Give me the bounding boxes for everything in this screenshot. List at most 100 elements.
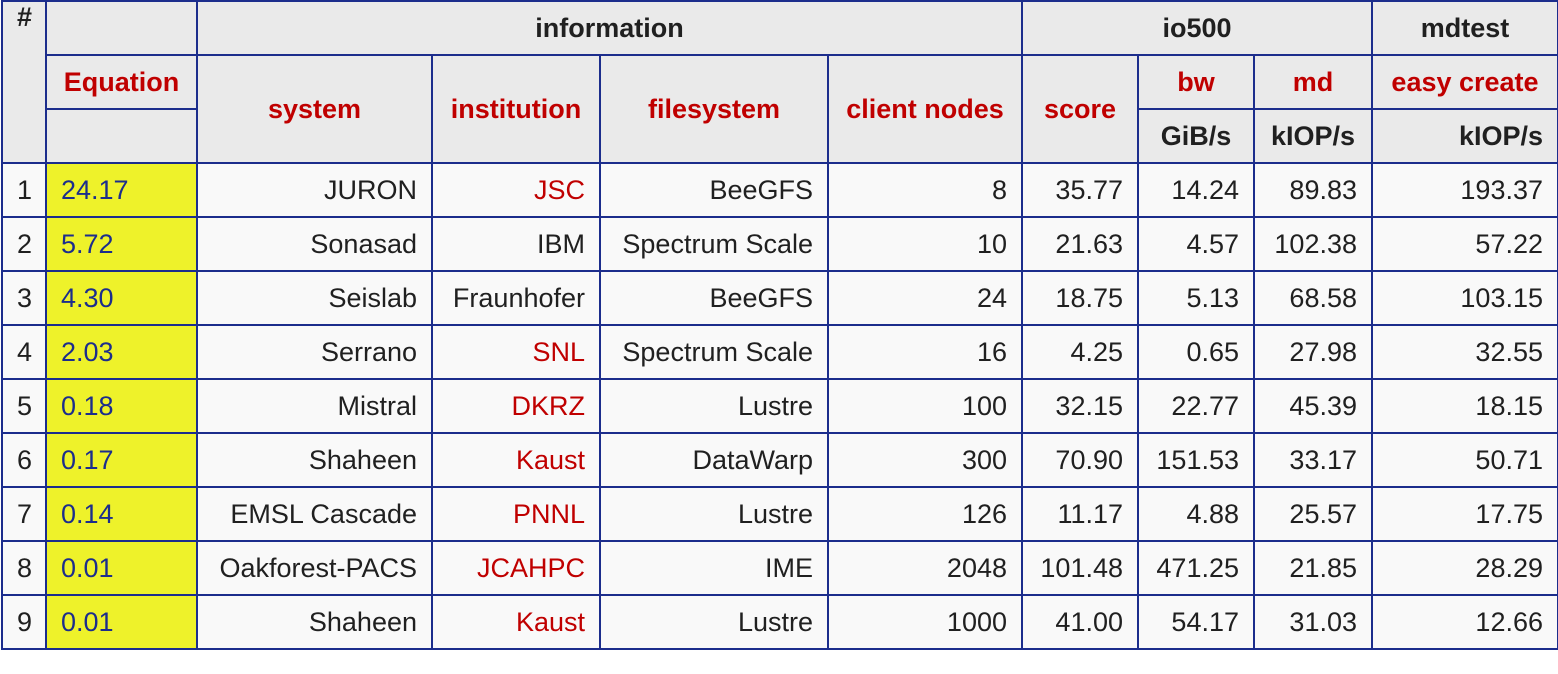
system-cell: Oakforest-PACS [196,540,433,596]
client-nodes-cell: 16 [827,324,1023,380]
column-header-system[interactable]: system [196,54,433,164]
table-row: 6 0.17 Shaheen Kaust DataWarp 300 70.90 151.53 3… [1,432,1558,488]
equation-cell: 0.18 [45,378,198,434]
bw-cell: 4.88 [1137,486,1255,542]
table-header: # information io500 mdtest Equation syst… [1,0,1558,164]
score-cell: 21.63 [1021,216,1139,272]
easy-create-cell: 12.66 [1371,594,1558,650]
column-header-easy-create[interactable]: easy create [1371,54,1558,110]
client-nodes-cell: 300 [827,432,1023,488]
table-row: 4 2.03 Serrano SNL Spectrum Scale 16 4.25 0.65 2… [1,324,1558,380]
table-row: 9 0.01 Shaheen Kaust Lustre 1000 41.00 54.17 31.… [1,594,1558,650]
rank-cell: 4 [1,324,47,380]
easy-create-cell: 57.22 [1371,216,1558,272]
system-cell: Sonasad [196,216,433,272]
md-cell: 25.57 [1253,486,1373,542]
score-cell: 70.90 [1021,432,1139,488]
unit-md: kIOP/s [1253,108,1373,164]
filesystem-cell: BeeGFS [599,162,829,218]
institution-link[interactable]: JSC [431,162,601,218]
filesystem-cell: Lustre [599,486,829,542]
md-cell: 27.98 [1253,324,1373,380]
institution-cell: Fraunhofer [431,270,601,326]
system-cell: Mistral [196,378,433,434]
column-header-score[interactable]: score [1021,54,1139,164]
easy-create-cell: 103.15 [1371,270,1558,326]
client-nodes-cell: 126 [827,486,1023,542]
score-cell: 4.25 [1021,324,1139,380]
system-cell: Serrano [196,324,433,380]
score-cell: 11.17 [1021,486,1139,542]
system-cell: JURON [196,162,433,218]
table-row: 3 4.30 Seislab Fraunhofer BeeGFS 24 18.75 5.13 6… [1,270,1558,326]
rank-cell: 7 [1,486,47,542]
filesystem-cell: Lustre [599,378,829,434]
client-nodes-cell: 100 [827,378,1023,434]
equation-cell: 2.03 [45,324,198,380]
table-row: 2 5.72 Sonasad IBM Spectrum Scale 10 21.63 4.57… [1,216,1558,272]
md-cell: 33.17 [1253,432,1373,488]
md-cell: 68.58 [1253,270,1373,326]
system-cell: Shaheen [196,594,433,650]
system-cell: Seislab [196,270,433,326]
bw-cell: 54.17 [1137,594,1255,650]
easy-create-cell: 28.29 [1371,540,1558,596]
client-nodes-cell: 2048 [827,540,1023,596]
client-nodes-cell: 8 [827,162,1023,218]
rank-cell: 8 [1,540,47,596]
easy-create-cell: 18.15 [1371,378,1558,434]
rank-cell: 5 [1,378,47,434]
institution-link[interactable]: Kaust [431,432,601,488]
rank-cell: 1 [1,162,47,218]
institution-link[interactable]: PNNL [431,486,601,542]
table-row: 1 24.17 JURON JSC BeeGFS 8 35.77 14.24 89.83 193.… [1,162,1558,218]
equation-cell: 0.01 [45,540,198,596]
md-cell: 31.03 [1253,594,1373,650]
bw-cell: 151.53 [1137,432,1255,488]
institution-link[interactable]: SNL [431,324,601,380]
rank-cell: 2 [1,216,47,272]
bw-cell: 14.24 [1137,162,1255,218]
column-header-institution[interactable]: institution [431,54,601,164]
score-cell: 32.15 [1021,378,1139,434]
easy-create-cell: 193.37 [1371,162,1558,218]
rank-column-header[interactable]: # [1,0,47,164]
system-cell: Shaheen [196,432,433,488]
io500-list-table: # information io500 mdtest Equation syst… [1,0,1558,650]
group-header-information: information [196,0,1023,56]
bw-cell: 4.57 [1137,216,1255,272]
client-nodes-cell: 1000 [827,594,1023,650]
filesystem-cell: BeeGFS [599,270,829,326]
institution-link[interactable]: JCAHPC [431,540,601,596]
rank-cell: 3 [1,270,47,326]
column-header-equation[interactable]: Equation [45,54,198,110]
client-nodes-cell: 10 [827,216,1023,272]
filesystem-cell: DataWarp [599,432,829,488]
filesystem-cell: Spectrum Scale [599,324,829,380]
filesystem-cell: IME [599,540,829,596]
md-cell: 89.83 [1253,162,1373,218]
group-header-io500: io500 [1021,0,1373,56]
equation-cell: 4.30 [45,270,198,326]
header-blank-cell [45,0,198,56]
unit-bw: GiB/s [1137,108,1255,164]
column-header-client-nodes[interactable]: client nodes [827,54,1023,164]
filesystem-cell: Lustre [599,594,829,650]
column-header-filesystem[interactable]: filesystem [599,54,829,164]
institution-link[interactable]: Kaust [431,594,601,650]
equation-cell: 5.72 [45,216,198,272]
bw-cell: 5.13 [1137,270,1255,326]
bw-cell: 471.25 [1137,540,1255,596]
institution-link[interactable]: DKRZ [431,378,601,434]
equation-unit-cell [45,108,198,164]
institution-cell: IBM [431,216,601,272]
bw-cell: 0.65 [1137,324,1255,380]
score-cell: 18.75 [1021,270,1139,326]
column-header-bw[interactable]: bw [1137,54,1255,110]
easy-create-cell: 32.55 [1371,324,1558,380]
rank-cell: 9 [1,594,47,650]
group-header-mdtest: mdtest [1371,0,1558,56]
system-cell: EMSL Cascade [196,486,433,542]
md-cell: 21.85 [1253,540,1373,596]
column-header-md[interactable]: md [1253,54,1373,110]
